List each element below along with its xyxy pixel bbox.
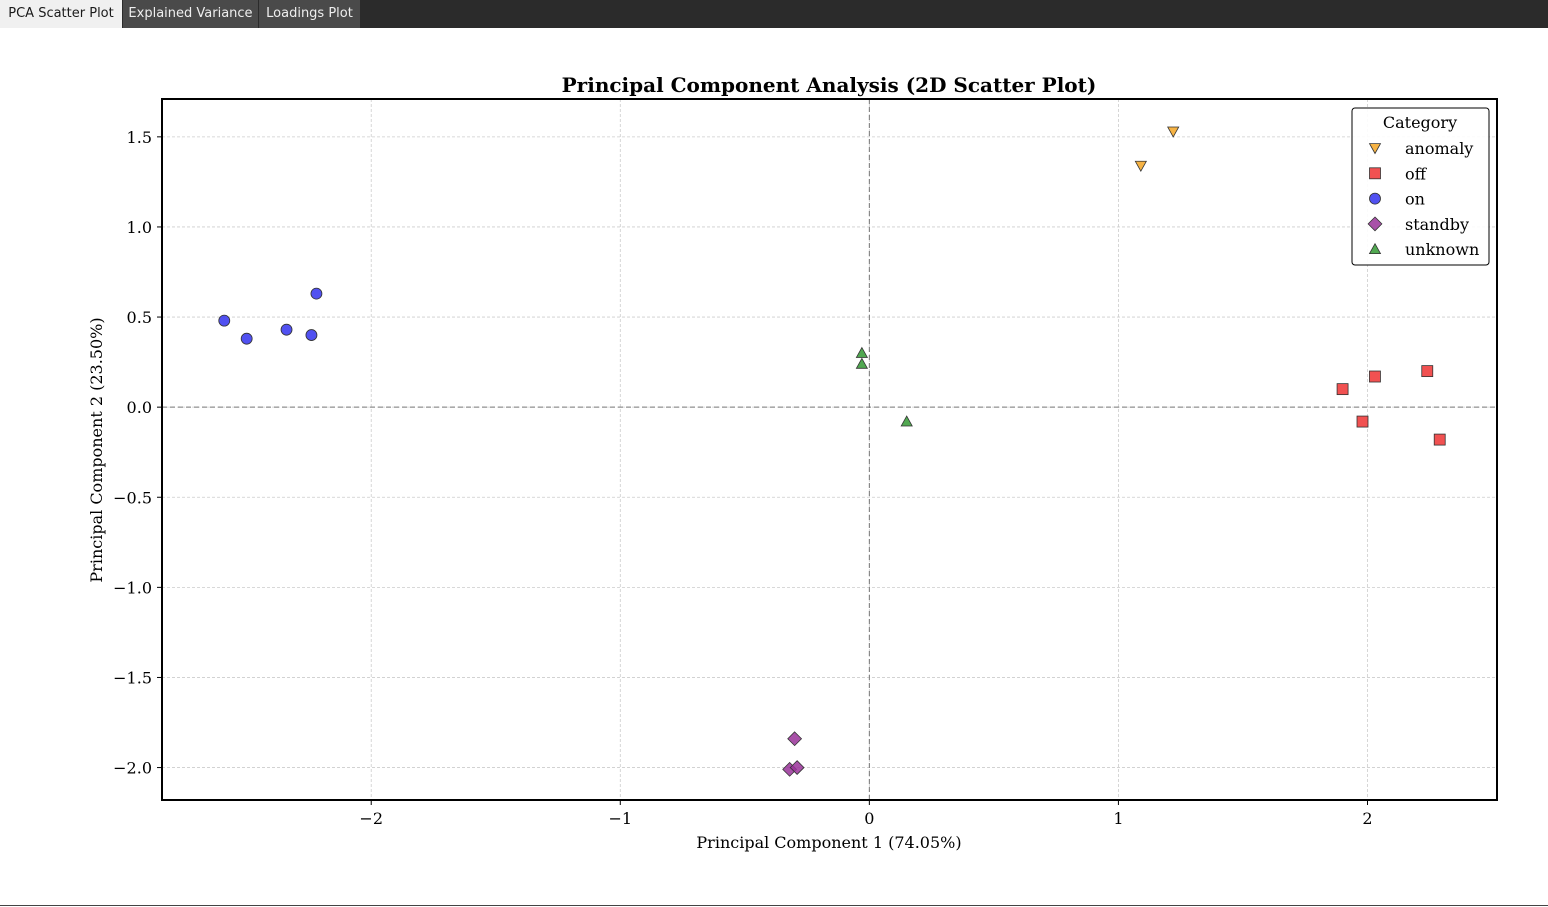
- point-off: [1421, 365, 1434, 378]
- point-on: [305, 329, 318, 341]
- bottom-border: [0, 905, 1548, 906]
- tab-loadings-plot[interactable]: Loadings Plot: [258, 0, 360, 28]
- point-on: [240, 332, 253, 345]
- y-tick-label: 0.0: [127, 398, 152, 417]
- x-tick-label: −2: [359, 809, 383, 828]
- pca-scatter-chart: Principal Component Analysis (2D Scatter…: [87, 73, 1498, 852]
- point-on: [218, 314, 231, 327]
- x-tick-label: −1: [608, 809, 632, 828]
- y-tick-label: −1.0: [113, 578, 152, 597]
- legend-marker-anomaly: [1368, 143, 1382, 155]
- point-standby: [789, 760, 805, 776]
- legend: Category anomaly off on standby unknown: [1351, 107, 1490, 266]
- y-axis-label: Principal Component 2 (23.50%): [87, 317, 106, 582]
- point-on: [280, 323, 293, 336]
- point-on: [310, 287, 323, 300]
- x-tick-label: 1: [1113, 809, 1123, 828]
- point-unknown: [855, 357, 869, 369]
- tab-bar: PCA Scatter Plot Explained Variance Load…: [0, 0, 1548, 28]
- legend-label-on: on: [1405, 190, 1425, 209]
- tab-pca-scatter-plot[interactable]: PCA Scatter Plot: [0, 0, 122, 28]
- legend-marker-unknown: [1368, 242, 1382, 255]
- point-anomaly: [1167, 126, 1180, 138]
- grid: [162, 99, 1497, 800]
- data-points: [218, 126, 1446, 777]
- y-axis-ticks: 1.5 1.0 0.5 0.0 −0.5 −1.0 −1.5 −2.0: [113, 128, 162, 778]
- x-tick-label: 2: [1362, 809, 1372, 828]
- legend-label-anomaly: anomaly: [1405, 139, 1473, 158]
- x-axis-label: Principal Component 1 (74.05%): [696, 833, 961, 852]
- legend-marker-standby: [1367, 216, 1383, 232]
- point-standby: [787, 731, 803, 747]
- tab-explained-variance[interactable]: Explained Variance: [122, 0, 258, 28]
- y-tick-label: 0.5: [127, 308, 152, 327]
- point-unknown: [855, 346, 869, 358]
- y-tick-label: −0.5: [113, 488, 152, 507]
- legend-label-standby: standby: [1405, 215, 1469, 234]
- point-unknown: [900, 415, 913, 427]
- reference-lines: [162, 99, 1497, 800]
- y-tick-label: −2.0: [113, 759, 152, 778]
- point-off: [1369, 370, 1381, 383]
- point-off: [1433, 433, 1446, 446]
- legend-title: Category: [1383, 113, 1457, 132]
- y-tick-label: −1.5: [113, 668, 152, 687]
- point-off: [1356, 415, 1369, 428]
- legend-box: [1351, 107, 1490, 266]
- legend-marker-on: [1369, 192, 1381, 205]
- y-tick-label: 1.0: [127, 218, 152, 237]
- x-tick-label: 0: [864, 809, 874, 828]
- plot-frame: [161, 98, 1498, 801]
- point-off: [1336, 383, 1349, 396]
- legend-label-off: off: [1405, 164, 1428, 183]
- legend-label-unknown: unknown: [1405, 240, 1479, 259]
- y-tick-label: 1.5: [127, 128, 152, 147]
- legend-marker-off: [1369, 167, 1381, 180]
- chart-title: Principal Component Analysis (2D Scatter…: [562, 73, 1097, 97]
- point-anomaly: [1134, 160, 1148, 172]
- x-axis-ticks: −2 −1 0 1 2: [359, 800, 1373, 828]
